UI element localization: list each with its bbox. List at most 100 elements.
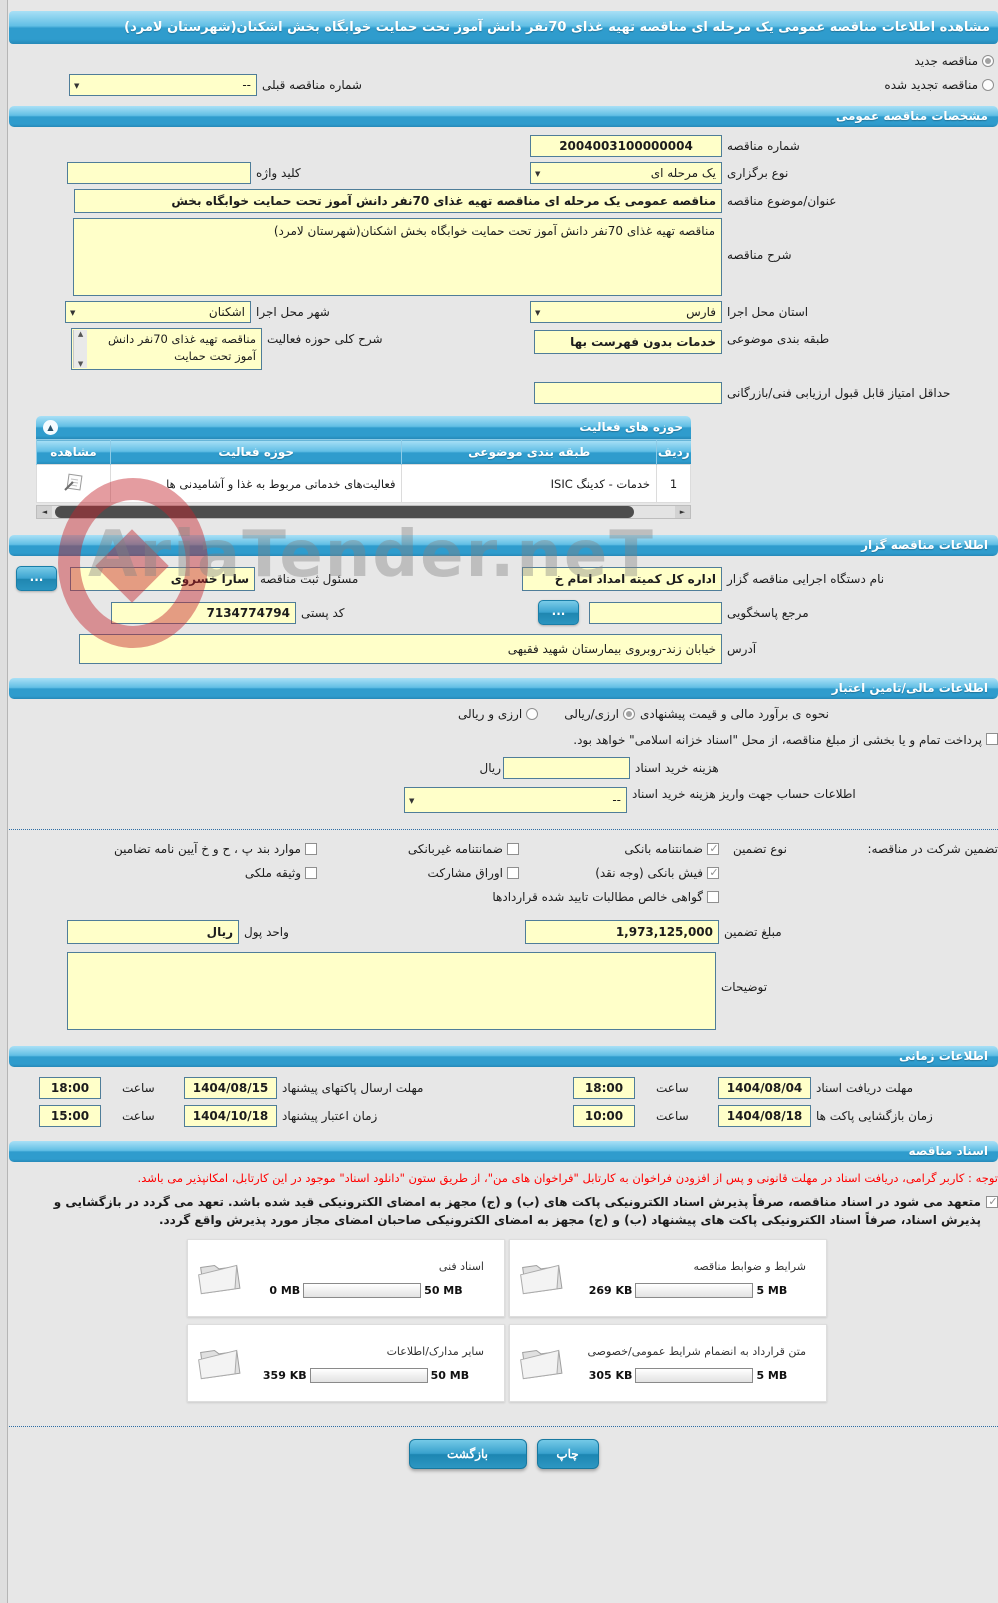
radio-both-label: ارزی و ریالی	[457, 707, 523, 721]
option-label: ضمانتنامه بانکی	[624, 842, 703, 856]
section-documents-header: اسناد مناقصه	[9, 1141, 998, 1162]
file-title: سایر مدارک/اطلاعات	[386, 1344, 484, 1358]
radio-renewed-tender[interactable]	[982, 79, 994, 91]
docs-deadline-label: مهلت دریافت اسناد	[816, 1081, 914, 1095]
keyword-input[interactable]	[67, 162, 251, 184]
folder-icon	[516, 1338, 566, 1387]
title-input[interactable]: مناقصه عمومی یک مرحله ای مناقصه تهیه غذا…	[74, 189, 722, 213]
scrollbar-thumb[interactable]	[55, 506, 635, 518]
radio-both[interactable]	[526, 708, 539, 720]
hour-label: ساعت	[122, 1109, 155, 1123]
radio-new-label: مناقصه جدید	[914, 54, 978, 68]
type-select[interactable]: یک مرحله ای ▼	[530, 162, 722, 184]
option-label: گواهی خالص مطالبات تایید شده قراردادها	[492, 890, 703, 904]
validity-date[interactable]: 1404/10/18	[184, 1105, 277, 1127]
opening-date[interactable]: 1404/08/18	[718, 1105, 811, 1127]
doc-fee-input[interactable]	[503, 757, 630, 779]
province-select[interactable]: فارس ▼	[530, 301, 722, 323]
chevron-down-icon: ▼	[70, 309, 76, 317]
row-category: خدمات - کدینگ ISIC	[401, 464, 658, 503]
option-label: اوراق مشارکت	[427, 866, 503, 880]
tender-number-field[interactable]: 2004003100000004	[530, 135, 722, 157]
agency-field[interactable]: اداره کل کمیته امداد امام خ	[522, 566, 722, 591]
opening-time[interactable]: 10:00	[573, 1105, 635, 1127]
description-textarea[interactable]: مناقصه تهیه غذای 70نفر دانش آموز تحت حما…	[73, 218, 722, 296]
folder-icon	[194, 1253, 244, 1302]
checkbox-net-claims[interactable]	[707, 891, 719, 903]
checkbox-property-collateral[interactable]	[305, 867, 317, 879]
address-field[interactable]: خیابان زند-روبروی بیمارستان شهید فقیهی	[79, 634, 722, 664]
radio-rial[interactable]	[623, 708, 635, 720]
activity-desc-label: شرح کلی حوزه فعالیت	[267, 332, 383, 346]
option-label: وثیقه ملکی	[244, 866, 301, 880]
file-max-size: 50 MB	[424, 1283, 463, 1297]
docs-deadline-date[interactable]: 1404/08/04	[718, 1077, 811, 1099]
address-label: آدرس	[727, 642, 757, 656]
section-financial-header: اطلاعات مالی/تامین اعتبار	[9, 678, 998, 699]
tender-mode-group: مناقصه جدید مناقصه تجدید شده شماره مناقص…	[9, 44, 998, 100]
checkbox-bank-receipt[interactable]	[707, 866, 720, 879]
doc-fee-label: هزینه خرید اسناد	[635, 761, 719, 775]
postal-label: کد پستی	[301, 605, 345, 620]
tender-view-page: مشاهده اطلاعات مناقصه عمومی یک مرحله ای …	[9, 0, 998, 1469]
contact-label: مرجع پاسخگویی	[727, 605, 809, 620]
activity-desc-textarea[interactable]: مناقصه تهیه غذای 70نفر دانش آموز تحت حما…	[71, 328, 262, 370]
prev-number-select[interactable]: -- ▼	[69, 74, 258, 96]
submit-deadline-time[interactable]: 18:00	[39, 1077, 101, 1099]
section-general-header: مشخصات مناقصه عمومی	[9, 106, 998, 127]
contact-more-button[interactable]: ...	[538, 600, 579, 625]
horizontal-scrollbar[interactable]: ◄ ►	[36, 505, 691, 519]
checkbox-bank-guarantee[interactable]	[707, 842, 720, 855]
treasury-checkbox[interactable]	[986, 733, 998, 745]
file-max-size: 5 MB	[756, 1368, 788, 1382]
type-label: نوع برگزاری	[727, 166, 789, 180]
guarantee-amount-field[interactable]: 1,973,125,000	[525, 920, 719, 944]
validity-label: زمان اعتبار پیشنهاد	[282, 1109, 378, 1123]
notes-textarea[interactable]	[67, 952, 716, 1030]
file-card-other[interactable]: سایر مدارک/اطلاعات 359 KB 50 MB	[187, 1323, 505, 1402]
back-button[interactable]: بازگشت	[408, 1438, 527, 1469]
currency-field[interactable]: ریال	[67, 920, 239, 944]
postal-field[interactable]: 7134774794	[111, 601, 296, 624]
option-label: فیش بانکی (وجه نقد)	[595, 866, 703, 880]
rial-unit-label: ریال	[479, 761, 501, 775]
file-card-technical[interactable]: اسناد فنی 0 MB 50 MB	[187, 1238, 505, 1317]
contact-input[interactable]	[589, 601, 722, 624]
file-title: متن قرارداد به انضمام شرایط عمومی/خصوصی	[587, 1344, 806, 1358]
validity-time[interactable]: 15:00	[39, 1105, 101, 1127]
view-note-icon[interactable]	[62, 473, 84, 495]
file-card-terms[interactable]: شرایط و ضوابط مناقصه 269 KB 5 MB	[509, 1238, 827, 1317]
scroll-up-icon[interactable]: ▲	[77, 330, 84, 338]
vertical-scrollbar[interactable]: ▲ ▼	[73, 330, 87, 368]
opening-time-label: زمان بازگشایی پاکت ها	[816, 1109, 933, 1123]
docs-deadline-time[interactable]: 18:00	[573, 1077, 635, 1099]
account-select[interactable]: -- ▼	[404, 787, 627, 813]
checkbox-participation-bonds[interactable]	[507, 867, 519, 879]
radio-rial-label: ارزی/ریالی	[564, 707, 619, 721]
commitment-text: متعهد می شود در اسناد مناقصه، صرفاً پذیر…	[53, 1194, 981, 1227]
table-row: 1 خدمات - کدینگ ISIC فعالیت‌های خدماتی م…	[36, 464, 691, 503]
category-field[interactable]: خدمات بدون فهرست بها	[534, 330, 722, 354]
min-score-input[interactable]	[534, 382, 722, 404]
city-select[interactable]: اشکنان ▼	[65, 301, 251, 323]
submit-deadline-date[interactable]: 1404/08/15	[184, 1077, 277, 1099]
row-field: فعالیت‌های خدماتی مربوط به غذا و آشامیدن…	[109, 464, 403, 503]
view-cell	[36, 464, 111, 503]
guarantee-options: ضمانتنامه بانکی فیش بانکی (وجه نقد) گواه…	[37, 842, 720, 904]
print-button[interactable]: چاپ	[536, 1438, 599, 1469]
registrar-field[interactable]: سارا خسروی	[70, 566, 255, 591]
commitment-checkbox[interactable]	[986, 1195, 998, 1208]
checkbox-nonbank-guarantee[interactable]	[507, 843, 519, 855]
scroll-left-icon[interactable]: ◄	[37, 506, 52, 518]
checkbox-bylaw-items[interactable]	[305, 843, 317, 855]
radio-new-tender[interactable]	[982, 55, 994, 67]
scroll-right-icon[interactable]: ►	[675, 506, 690, 518]
scroll-down-icon[interactable]: ▼	[77, 360, 84, 368]
hour-label: ساعت	[656, 1081, 689, 1095]
prev-number-label: شماره مناقصه قبلی	[262, 78, 362, 92]
file-card-contract[interactable]: متن قرارداد به انضمام شرایط عمومی/خصوصی …	[509, 1323, 827, 1402]
collapse-icon[interactable]: ▲	[43, 420, 58, 435]
file-max-size: 50 MB	[430, 1368, 470, 1382]
chevron-down-icon: ▼	[535, 309, 541, 317]
registrar-more-button[interactable]: ...	[16, 566, 57, 591]
